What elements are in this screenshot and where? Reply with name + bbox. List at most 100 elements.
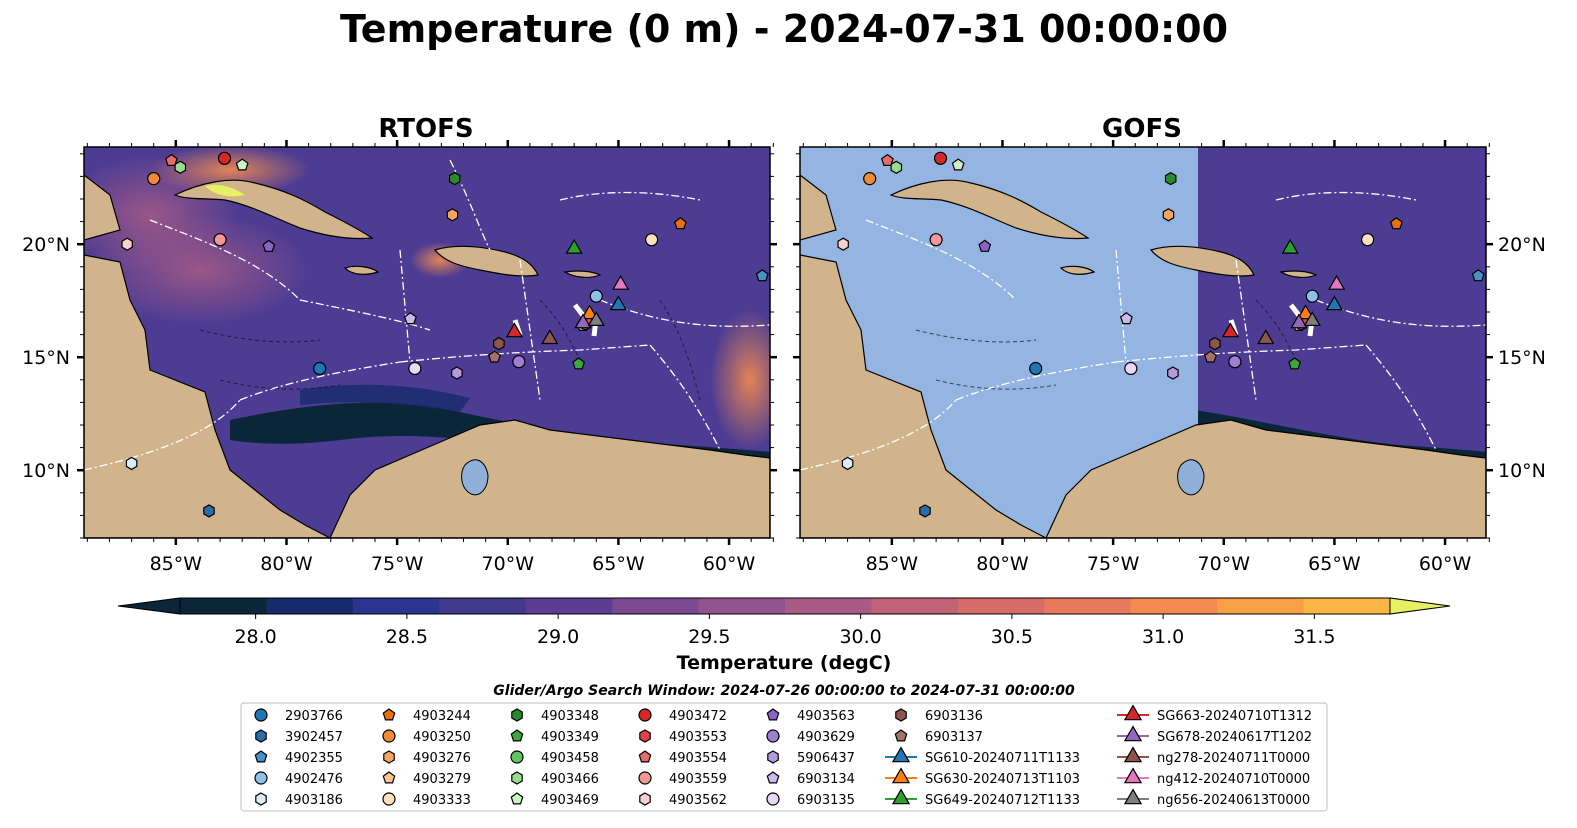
- legend-label: 4902355: [285, 751, 343, 766]
- colorbar-extend-high: [1389, 597, 1451, 615]
- legend-marker-icon: [895, 708, 907, 722]
- platform-marker: [403, 312, 417, 325]
- colorbar-swatch: [1044, 598, 1132, 614]
- legend-box: [240, 702, 1328, 812]
- legend-label: ng656-20240613T0000: [1157, 793, 1310, 808]
- legend-item: 5906437: [767, 750, 855, 766]
- platform-marker: [1162, 208, 1175, 222]
- legend-marker-icon: [639, 792, 651, 806]
- colorbar-swatch: [1130, 598, 1218, 614]
- legend-item: 4903333: [382, 792, 471, 808]
- legend-label: 4903562: [669, 793, 727, 808]
- legend-marker-icon: [767, 750, 779, 764]
- platform-marker: [1257, 329, 1275, 345]
- legend-label: 2903766: [285, 709, 343, 724]
- legend-marker-icon: [511, 708, 523, 722]
- platform-marker: [1221, 322, 1240, 338]
- legend-label: 4903559: [669, 772, 727, 787]
- legend-marker-icon: [382, 708, 396, 721]
- platform-marker: [673, 217, 687, 230]
- lon-tick-label: 65°W: [592, 553, 645, 575]
- legend-label: 4903276: [413, 751, 471, 766]
- platform-marker: [235, 158, 249, 171]
- gofs-land-puerto-rico: [1279, 270, 1318, 278]
- lake-maracaibo: [461, 459, 489, 496]
- lat-tick-label: 10°N: [22, 460, 70, 482]
- legend-marker-icon: [1123, 704, 1143, 721]
- legend-label: 4903629: [797, 730, 855, 745]
- colorbar-swatch: [439, 598, 527, 614]
- land-south-america: [329, 419, 770, 538]
- platform-marker: [880, 153, 894, 166]
- legend-label: ng412-20240710T0000: [1157, 772, 1310, 787]
- legend-item: 4903348: [511, 708, 599, 724]
- legend-label: 4903349: [541, 730, 599, 745]
- platform-marker: [841, 456, 854, 471]
- land-puerto-rico: [563, 270, 602, 278]
- platform-marker: [313, 361, 327, 376]
- legend-marker-icon: [638, 771, 652, 785]
- hot-patch-east: [710, 310, 770, 450]
- platform-marker: [147, 172, 161, 186]
- legend-marker-icon: [255, 729, 267, 743]
- platform-marker: [755, 269, 769, 282]
- platform-marker: [919, 504, 931, 518]
- colorbar-swatch: [957, 598, 1045, 614]
- lon-tick-label: 75°W: [1087, 553, 1140, 575]
- legend-item: ng278-20240711T0000: [1117, 746, 1310, 766]
- legend-label: SG630-20240713T1103: [925, 772, 1080, 787]
- platform-marker: [1297, 304, 1315, 320]
- lon-axis-rtofs: 85°W 80°W 75°W 70°W 65°W 60°W: [86, 140, 774, 575]
- platform-marker: [1204, 350, 1217, 363]
- cold-band-central: [300, 384, 470, 412]
- legend-item: 3902457: [255, 729, 343, 745]
- platform-marker: [587, 311, 605, 326]
- gofs-land-south-america: [1045, 419, 1486, 538]
- platform-marker: [1167, 366, 1179, 380]
- colorbar-label: Temperature (degC): [677, 652, 892, 674]
- platform-marker: [451, 366, 463, 380]
- markers-gofs: [837, 151, 1485, 518]
- legend-marker-icon: [639, 729, 651, 743]
- platform-marker: [645, 233, 659, 247]
- platform-marker: [581, 304, 599, 320]
- figure-title: Temperature (0 m) - 2024-07-31 00:00:00: [340, 7, 1228, 51]
- legend-marker-icon: [510, 729, 524, 742]
- legend-item: 4903559: [638, 771, 727, 787]
- legend-marker-icon: [511, 771, 523, 785]
- platform-marker: [541, 329, 559, 345]
- platform-marker: [203, 504, 215, 518]
- platform-marker: [1471, 269, 1485, 282]
- legend-label: 4903333: [413, 793, 471, 808]
- legend-marker-icon: [382, 792, 396, 806]
- gofs-eez-boundaries: [800, 191, 1486, 471]
- platform-marker: [890, 160, 903, 174]
- legend-item: 4903349: [510, 729, 599, 745]
- legend-item: ng656-20240613T0000: [1117, 788, 1310, 808]
- panel-title-gofs: GOFS: [1102, 114, 1182, 144]
- legend-marker-icon: [638, 708, 652, 722]
- legend-label: 3902457: [285, 730, 343, 745]
- platform-marker: [505, 322, 524, 338]
- eez-boundaries: [84, 159, 770, 471]
- platform-marker: [589, 289, 603, 303]
- legend-label: 6903135: [797, 793, 855, 808]
- legend-item: 4903186: [255, 792, 343, 808]
- colorbar-swatch: [525, 598, 613, 614]
- gofs-land-central-america: [800, 254, 1047, 538]
- platform-marker: [164, 153, 178, 166]
- legend-label: ng278-20240711T0000: [1157, 751, 1310, 766]
- markers-rtofs: [121, 151, 769, 518]
- platform-marker: [1119, 312, 1133, 325]
- legend-item: 4903553: [639, 729, 727, 745]
- legend-label: 4903466: [541, 772, 599, 787]
- platform-marker: [1325, 295, 1344, 311]
- lon-axis-gofs: 85°W 80°W 75°W 70°W 65°W 60°W: [802, 140, 1490, 575]
- lon-tick-label: 60°W: [703, 553, 756, 575]
- colorbar-tick-label: 31.0: [1142, 626, 1184, 648]
- platform-marker: [1029, 361, 1043, 376]
- land-jamaica: [343, 265, 380, 275]
- legend-marker-icon: [510, 750, 524, 764]
- colorbar-tick-label: 30.0: [839, 626, 881, 648]
- platform-marker: [1328, 274, 1346, 290]
